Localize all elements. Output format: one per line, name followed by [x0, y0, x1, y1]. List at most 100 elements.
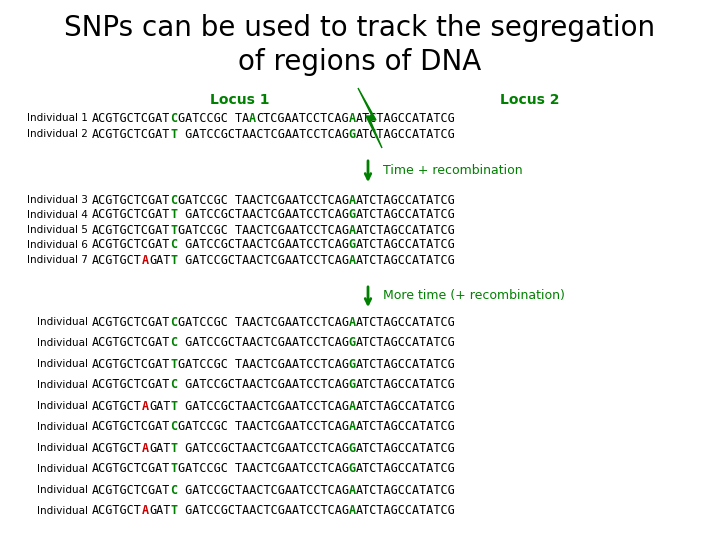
Text: ATCTAGCCATATCG: ATCTAGCCATATCG: [356, 315, 455, 328]
Text: G: G: [348, 357, 356, 370]
Text: A: A: [348, 421, 356, 434]
Text: ATCTAGCCATATCG: ATCTAGCCATATCG: [356, 224, 455, 237]
Text: GAT: GAT: [149, 400, 171, 413]
Text: GATCCGCTAACTCGAATCCTCAG: GATCCGCTAACTCGAATCCTCAG: [178, 127, 348, 140]
Text: ACGTGCTCGAT: ACGTGCTCGAT: [92, 315, 171, 328]
Text: A: A: [348, 224, 356, 237]
Text: ATCTAGCCATATCG: ATCTAGCCATATCG: [356, 127, 455, 140]
Text: ACGTGCTCGAT: ACGTGCTCGAT: [92, 193, 171, 206]
Text: C: C: [171, 239, 178, 252]
Text: A: A: [142, 504, 149, 517]
Text: G: G: [348, 379, 356, 392]
Text: A: A: [348, 193, 356, 206]
Text: ATCTAGCCATATCG: ATCTAGCCATATCG: [356, 111, 455, 125]
Text: C: C: [171, 421, 178, 434]
Text: A: A: [348, 483, 356, 496]
Text: ATCTAGCCATATCG: ATCTAGCCATATCG: [356, 483, 455, 496]
Text: GATCCGCTAACTCGAATCCTCAG: GATCCGCTAACTCGAATCCTCAG: [178, 239, 348, 252]
Text: Individual: Individual: [37, 485, 88, 495]
Text: ATCTAGCCATATCG: ATCTAGCCATATCG: [356, 208, 455, 221]
Text: Locus 1: Locus 1: [210, 93, 270, 107]
Text: ATCTAGCCATATCG: ATCTAGCCATATCG: [356, 357, 455, 370]
Text: T: T: [171, 224, 178, 237]
Text: ACGTGCTCGAT: ACGTGCTCGAT: [92, 239, 171, 252]
Text: GATCCGCTAACTCGAATCCTCAG: GATCCGCTAACTCGAATCCTCAG: [178, 336, 348, 349]
Text: G: G: [348, 127, 356, 140]
Text: Individual 1: Individual 1: [27, 113, 88, 123]
Text: C: C: [171, 193, 178, 206]
Text: Individual 5: Individual 5: [27, 225, 88, 235]
Text: Individual: Individual: [37, 464, 88, 474]
Text: ATCTAGCCATATCG: ATCTAGCCATATCG: [356, 462, 455, 476]
Text: Individual 7: Individual 7: [27, 255, 88, 265]
Text: A: A: [348, 400, 356, 413]
Text: GATCCGC TAACTCGAATCCTCAG: GATCCGC TAACTCGAATCCTCAG: [178, 421, 348, 434]
Text: ATCTAGCCATATCG: ATCTAGCCATATCG: [356, 193, 455, 206]
Text: ACGTGCTCGAT: ACGTGCTCGAT: [92, 421, 171, 434]
Text: GAT: GAT: [149, 504, 171, 517]
Text: Individual 2: Individual 2: [27, 129, 88, 139]
Text: ACGTGCTCGAT: ACGTGCTCGAT: [92, 208, 171, 221]
Text: GAT: GAT: [149, 253, 171, 267]
Text: SNPs can be used to track the segregation: SNPs can be used to track the segregatio…: [64, 14, 656, 42]
Text: Individual: Individual: [37, 401, 88, 411]
Text: ACGTGCT: ACGTGCT: [92, 504, 142, 517]
Text: ATCTAGCCATATCG: ATCTAGCCATATCG: [356, 442, 455, 455]
Text: ACGTGCTCGAT: ACGTGCTCGAT: [92, 111, 171, 125]
Text: GATCCGC TAACTCGAATCCTCAG: GATCCGC TAACTCGAATCCTCAG: [178, 193, 348, 206]
Text: GATCCGC TAACTCGAATCCTCAG: GATCCGC TAACTCGAATCCTCAG: [178, 357, 348, 370]
Text: G: G: [348, 239, 356, 252]
Text: A: A: [142, 253, 149, 267]
Text: Individual: Individual: [37, 443, 88, 453]
Text: C: C: [171, 336, 178, 349]
Text: ATCTAGCCATATCG: ATCTAGCCATATCG: [356, 504, 455, 517]
Text: ACGTGCT: ACGTGCT: [92, 442, 142, 455]
Text: GATCCGC TAACTCGAATCCTCAG: GATCCGC TAACTCGAATCCTCAG: [178, 224, 348, 237]
Text: A: A: [142, 400, 149, 413]
Text: ATCTAGCCATATCG: ATCTAGCCATATCG: [356, 239, 455, 252]
Text: A: A: [248, 111, 256, 125]
Text: C: C: [171, 111, 178, 125]
Text: G: G: [348, 336, 356, 349]
Text: T: T: [171, 357, 178, 370]
Text: T: T: [171, 253, 178, 267]
Text: GATCCGCTAACTCGAATCCTCAG: GATCCGCTAACTCGAATCCTCAG: [178, 208, 348, 221]
Text: Individual: Individual: [37, 359, 88, 369]
Text: ATCTAGCCATATCG: ATCTAGCCATATCG: [356, 421, 455, 434]
Text: GATCCGCTAACTCGAATCCTCAG: GATCCGCTAACTCGAATCCTCAG: [178, 483, 348, 496]
Text: GATCCGC TAACTCGAATCCTCAG: GATCCGC TAACTCGAATCCTCAG: [178, 462, 348, 476]
Text: A: A: [142, 442, 149, 455]
Text: T: T: [171, 462, 178, 476]
Text: C: C: [171, 315, 178, 328]
Text: ATCTAGCCATATCG: ATCTAGCCATATCG: [356, 400, 455, 413]
Text: Individual: Individual: [37, 380, 88, 390]
Text: GATCCGCTAACTCGAATCCTCAG: GATCCGCTAACTCGAATCCTCAG: [178, 379, 348, 392]
Text: ACGTGCTCGAT: ACGTGCTCGAT: [92, 224, 171, 237]
Text: ACGTGCTCGAT: ACGTGCTCGAT: [92, 379, 171, 392]
Text: Locus 2: Locus 2: [500, 93, 559, 107]
Text: GAT: GAT: [149, 442, 171, 455]
Text: T: T: [171, 208, 178, 221]
Text: CTCGAATCCTCAG: CTCGAATCCTCAG: [256, 111, 348, 125]
Text: G: G: [348, 462, 356, 476]
Text: Individual: Individual: [37, 422, 88, 432]
Text: ACGTGCTCGAT: ACGTGCTCGAT: [92, 483, 171, 496]
Text: GATCCGCTAACTCGAATCCTCAG: GATCCGCTAACTCGAATCCTCAG: [178, 400, 348, 413]
Text: Individual 4: Individual 4: [27, 210, 88, 220]
Text: Individual: Individual: [37, 338, 88, 348]
Text: T: T: [171, 504, 178, 517]
Text: ATCTAGCCATATCG: ATCTAGCCATATCG: [356, 379, 455, 392]
Text: Time + recombination: Time + recombination: [383, 164, 523, 177]
Text: ACGTGCTCGAT: ACGTGCTCGAT: [92, 357, 171, 370]
Text: A: A: [348, 315, 356, 328]
Polygon shape: [358, 88, 382, 148]
Text: GATCCGCTAACTCGAATCCTCAG: GATCCGCTAACTCGAATCCTCAG: [178, 442, 348, 455]
Text: ACGTGCTCGAT: ACGTGCTCGAT: [92, 127, 171, 140]
Text: T: T: [171, 442, 178, 455]
Text: T: T: [171, 400, 178, 413]
Text: ATCTAGCCATATCG: ATCTAGCCATATCG: [356, 253, 455, 267]
Text: G: G: [348, 442, 356, 455]
Text: A: A: [348, 504, 356, 517]
Text: T: T: [171, 127, 178, 140]
Text: C: C: [171, 379, 178, 392]
